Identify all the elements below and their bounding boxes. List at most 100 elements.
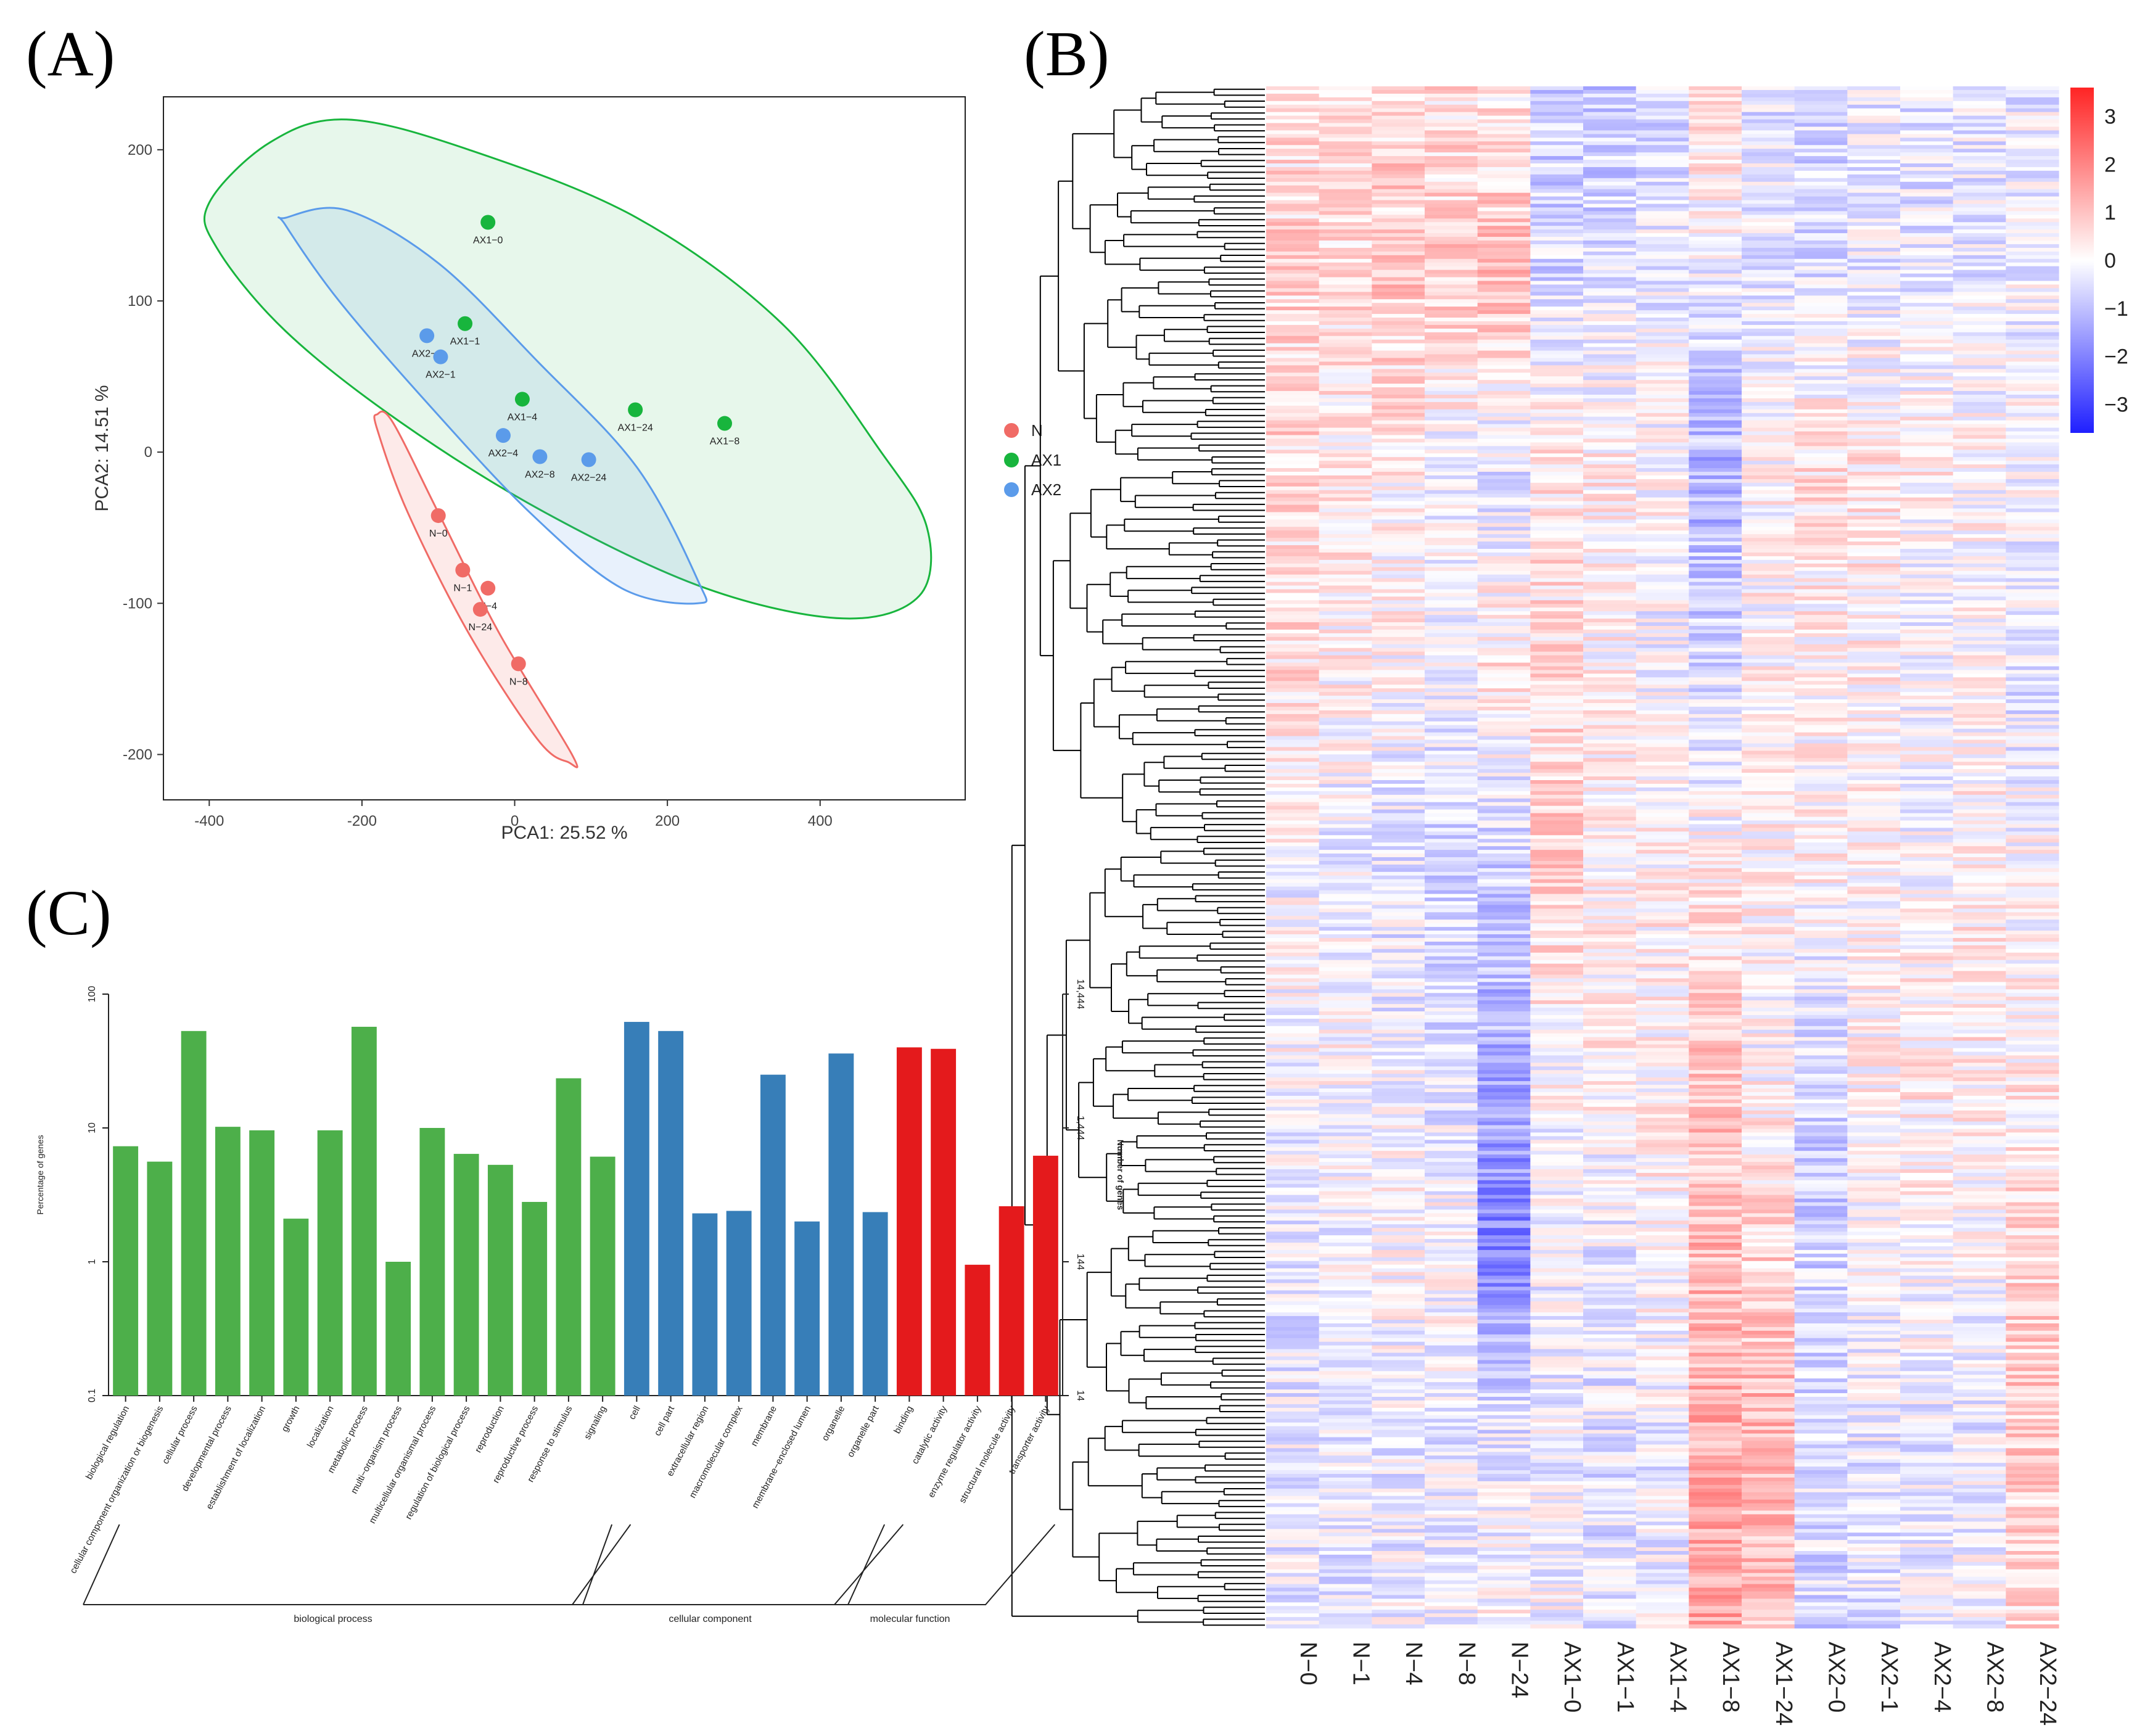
heatmap-cell xyxy=(1847,1220,1901,1225)
heatmap-cell xyxy=(1425,1286,1478,1291)
heatmap-cell xyxy=(1794,258,1848,263)
heatmap-cell xyxy=(2006,508,2059,513)
heatmap-cell xyxy=(1794,284,1848,289)
heatmap-cell xyxy=(1900,619,1954,623)
heatmap-cell xyxy=(1319,791,1372,796)
heatmap-cell xyxy=(1266,773,1320,777)
heatmap-cell xyxy=(1742,1261,1795,1265)
heatmap-cell xyxy=(1953,787,2006,792)
heatmap-cell xyxy=(1583,1232,1637,1236)
heatmap-cell xyxy=(1900,780,1954,784)
heatmap-cell xyxy=(1953,619,2006,623)
heatmap-cell xyxy=(1530,1000,1584,1005)
heatmap-cell xyxy=(1477,728,1531,733)
heatmap-cell xyxy=(2006,119,2059,124)
heatmap-cell xyxy=(1742,1275,1795,1280)
heatmap-cell xyxy=(2006,673,2059,678)
heatmap-cell xyxy=(2006,93,2059,98)
heatmap-cell xyxy=(1372,993,1425,997)
heatmap-cell xyxy=(1900,324,1954,329)
heatmap-cell xyxy=(1372,963,1425,968)
heatmap-cell xyxy=(1425,178,1478,183)
heatmap-cell xyxy=(1742,527,1795,531)
heatmap-cell xyxy=(1742,696,1795,700)
heatmap-cell xyxy=(1583,1217,1637,1221)
heatmap-cell xyxy=(1953,971,2006,976)
heatmap-cell xyxy=(1372,854,1425,858)
heatmap-cell xyxy=(1689,479,1742,483)
heatmap-cell xyxy=(1372,846,1425,850)
heatmap-cell xyxy=(1530,442,1584,446)
heatmap-cell xyxy=(1847,604,1901,608)
heatmap-cell xyxy=(1900,783,1954,788)
heatmap-cell xyxy=(1794,343,1848,348)
heatmap-cell xyxy=(1742,978,1795,982)
heatmap-cell xyxy=(1953,284,2006,289)
heatmap-cell xyxy=(1742,273,1795,278)
heatmap-cell xyxy=(1583,732,1637,737)
heatmap-cell xyxy=(1583,347,1637,352)
heatmap-cell xyxy=(1425,776,1478,781)
heatmap-cell xyxy=(1689,472,1742,476)
heatmap-cell xyxy=(1583,185,1637,190)
heatmap-cell xyxy=(1425,1169,1478,1174)
heatmap-cell xyxy=(1847,475,1901,480)
heatmap-cell xyxy=(1953,545,2006,549)
heatmap-cell xyxy=(1794,948,1848,953)
heatmap-cell xyxy=(1477,948,1531,953)
heatmap-cell xyxy=(1319,1172,1372,1177)
heatmap-cell xyxy=(1266,1151,1320,1155)
heatmap-cell xyxy=(2006,1136,2059,1140)
heatmap-cell xyxy=(1953,211,2006,215)
heatmap-cell xyxy=(1530,335,1584,340)
heatmap-cell xyxy=(1319,824,1372,828)
heatmap-cell xyxy=(1266,582,1320,586)
heatmap-cell xyxy=(1900,247,1954,252)
heatmap-cell xyxy=(1900,860,1954,865)
heatmap-cell xyxy=(1953,1117,2006,1122)
heatmap-cell xyxy=(1636,934,1689,939)
heatmap-cell xyxy=(1636,189,1689,194)
heatmap-cell xyxy=(1530,152,1584,157)
heatmap-cell xyxy=(1266,1033,1320,1038)
heatmap-cell xyxy=(1742,200,1795,205)
heatmap-cell xyxy=(1266,1235,1320,1240)
heatmap-cell xyxy=(1530,273,1584,278)
heatmap-cell xyxy=(1794,1040,1848,1045)
heatmap-cell xyxy=(1900,1048,1954,1053)
heatmap-cell xyxy=(1319,424,1372,429)
heatmap-cell xyxy=(1583,112,1637,117)
heatmap-cell xyxy=(1583,1147,1637,1151)
heatmap-cell xyxy=(1319,1158,1372,1162)
heatmap-cell xyxy=(2006,141,2059,146)
heatmap-cell xyxy=(1794,244,1848,249)
pca-point xyxy=(480,215,496,230)
heatmap-cell xyxy=(1953,258,2006,263)
heatmap-cell xyxy=(1266,670,1320,674)
heatmap-cell xyxy=(1636,237,1689,241)
heatmap-cell xyxy=(1319,339,1372,344)
heatmap-cell xyxy=(1477,545,1531,549)
pca-y-tick-label: -100 xyxy=(123,595,152,612)
heatmap-cell xyxy=(1847,328,1901,333)
heatmap-cell xyxy=(1847,101,1901,105)
heatmap-cell xyxy=(1794,501,1848,506)
heatmap-cell xyxy=(1319,1147,1372,1151)
heatmap-cell xyxy=(1266,273,1320,278)
heatmap-cell xyxy=(1847,1070,1901,1074)
heatmap-cell xyxy=(1477,442,1531,446)
heatmap-cell xyxy=(1689,273,1742,278)
heatmap-cell xyxy=(1742,791,1795,796)
heatmap-cell xyxy=(1794,776,1848,781)
heatmap-cell xyxy=(1425,343,1478,348)
heatmap-cell xyxy=(1266,574,1320,579)
heatmap-cell xyxy=(1477,1166,1531,1170)
heatmap-cell xyxy=(1689,1103,1742,1108)
heatmap-cell xyxy=(1847,1283,1901,1288)
heatmap-cell xyxy=(1847,339,1901,344)
heatmap-cell xyxy=(1477,1110,1531,1115)
heatmap-cell xyxy=(1794,736,1848,741)
heatmap-cell xyxy=(1319,123,1372,128)
heatmap-cell xyxy=(1266,717,1320,722)
heatmap-cell xyxy=(1477,123,1531,128)
